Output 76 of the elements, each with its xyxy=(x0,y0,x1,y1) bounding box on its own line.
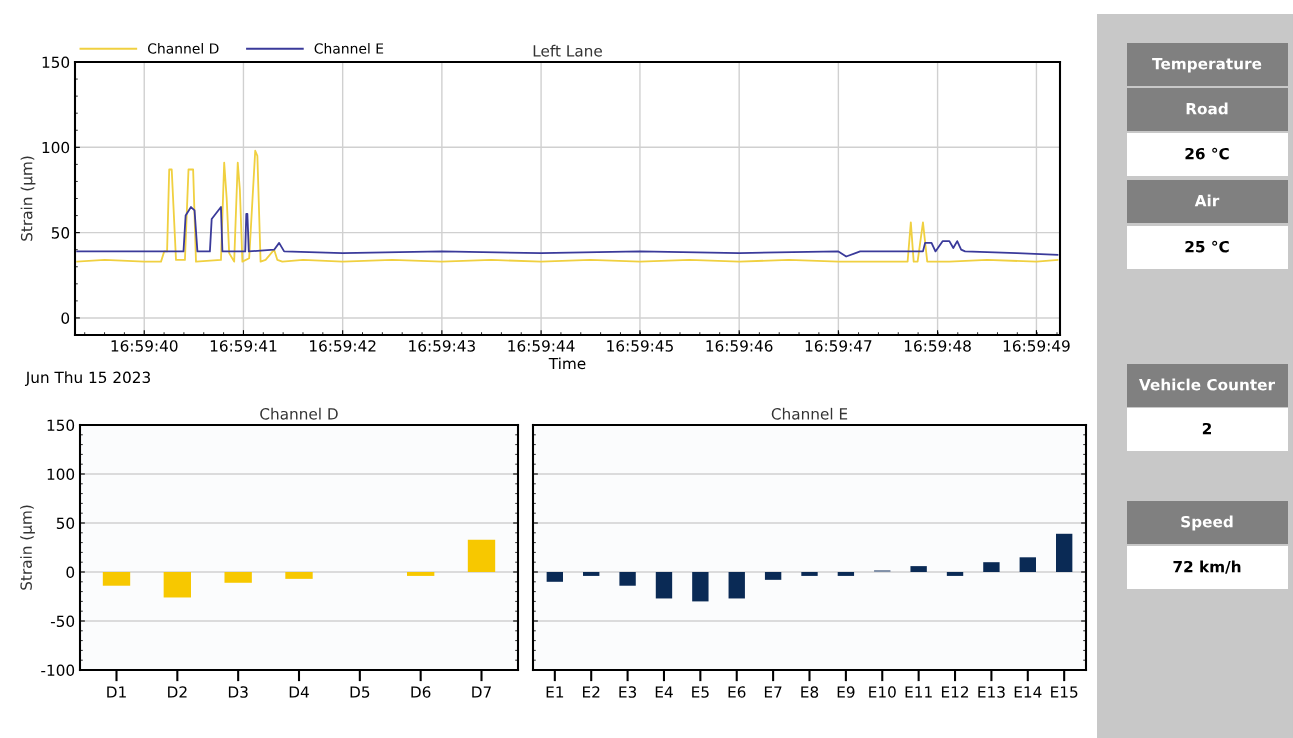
bar xyxy=(728,572,745,599)
x-tick-label: E15 xyxy=(1051,686,1078,698)
line-series xyxy=(76,206,1059,258)
bar xyxy=(946,572,964,576)
x-tick-label: 16:59:48 xyxy=(904,340,971,352)
x-tick-label: 16:59:41 xyxy=(210,340,277,352)
x-tick-label: 16:59:43 xyxy=(409,340,475,352)
text: 72 km/h xyxy=(1173,560,1241,574)
x-tick-label: E8 xyxy=(801,686,819,698)
x-tick-label: D4 xyxy=(289,686,309,698)
chart-title: Channel D xyxy=(260,407,338,420)
y-tick-label: 150 xyxy=(47,419,75,432)
x-tick-label: E4 xyxy=(655,686,673,698)
x-tick-label: D5 xyxy=(350,686,370,698)
text: Vehicle Counter xyxy=(1139,378,1275,391)
x-tick-label: D1 xyxy=(107,686,126,698)
x-tick-label: 16:59:44 xyxy=(508,340,575,352)
line-series xyxy=(76,149,1059,263)
y-tick-label: 50 xyxy=(56,517,75,530)
chart-title: Channel E xyxy=(771,407,848,420)
bar xyxy=(1055,533,1073,572)
y-tick-label: 50 xyxy=(51,227,70,239)
text: Temperature xyxy=(1152,58,1262,73)
text: 25 °C xyxy=(1185,240,1229,253)
x-tick-label: E11 xyxy=(905,686,932,698)
y-tick-label: -100 xyxy=(41,664,75,677)
bar xyxy=(546,572,564,582)
text: Air xyxy=(1194,194,1220,207)
bar xyxy=(801,572,818,576)
x-tick-label: E3 xyxy=(619,686,637,698)
bar xyxy=(583,572,600,576)
x-tick-label: E14 xyxy=(1014,686,1042,698)
y-tick-label: 100 xyxy=(47,468,75,481)
x-tick-label: E2 xyxy=(583,686,600,698)
text: Road xyxy=(1186,102,1228,115)
bar xyxy=(619,572,636,586)
x-tick-label: E9 xyxy=(837,686,855,698)
x-tick-label: 16:59:42 xyxy=(310,340,376,352)
x-tick-label: D3 xyxy=(228,686,248,698)
x-tick-label: 16:59:49 xyxy=(1003,340,1070,352)
bar xyxy=(983,562,1000,572)
bar xyxy=(837,572,855,576)
y-tick-label: 150 xyxy=(42,56,70,69)
text: Jun Thu 15 2023 xyxy=(24,371,150,386)
y-tick-label: 100 xyxy=(42,141,70,154)
x-axis-title: Time xyxy=(548,357,586,370)
y-axis-title: Strain (µm) xyxy=(20,505,35,590)
chart-title: Left Lane xyxy=(533,44,602,57)
bar xyxy=(910,566,927,572)
x-tick-label: D7 xyxy=(472,686,491,698)
x-tick-label: D2 xyxy=(168,686,187,698)
legend-label: Channel E xyxy=(314,43,384,54)
x-tick-label: 16:59:46 xyxy=(706,340,773,352)
text: 26 °C xyxy=(1185,147,1229,160)
x-tick-label: 16:59:40 xyxy=(111,340,178,352)
x-tick-label: 16:59:45 xyxy=(607,340,673,352)
x-tick-label: E5 xyxy=(692,686,709,698)
x-tick-label: E7 xyxy=(764,686,782,698)
text: 2 xyxy=(1202,422,1211,435)
x-tick-label: E6 xyxy=(728,686,746,698)
bar xyxy=(655,572,673,599)
y-tick-label: 0 xyxy=(61,312,70,324)
x-tick-label: E1 xyxy=(546,686,564,698)
legend-label: Channel D xyxy=(148,43,219,54)
x-tick-label: D6 xyxy=(411,686,431,698)
y-axis-title: Strain (µm) xyxy=(20,156,36,241)
bar xyxy=(1019,557,1036,572)
x-tick-label: 16:59:47 xyxy=(805,340,872,352)
y-tick-label: 0 xyxy=(66,566,75,579)
bar xyxy=(764,572,782,580)
bar xyxy=(692,572,709,602)
x-tick-label: E10 xyxy=(869,686,896,698)
x-tick-label: E12 xyxy=(941,686,969,698)
text: Speed xyxy=(1181,515,1233,531)
y-tick-label: -50 xyxy=(50,615,75,628)
x-tick-label: E13 xyxy=(978,686,1005,698)
